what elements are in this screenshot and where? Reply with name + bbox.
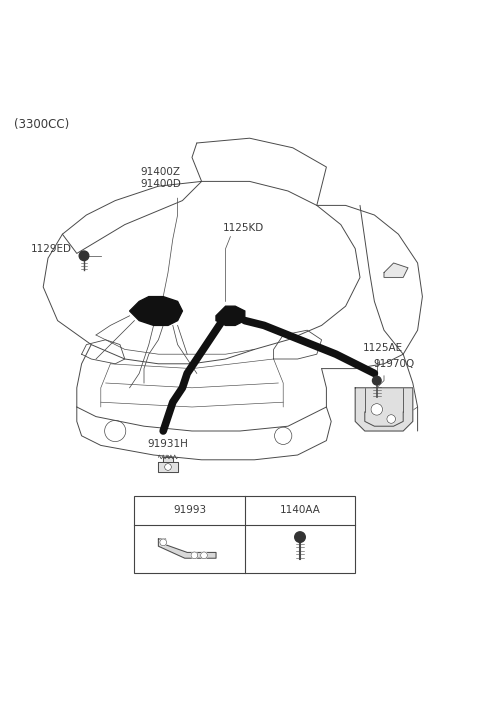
Text: 1125KD: 1125KD bbox=[223, 223, 264, 233]
Text: 1129ED: 1129ED bbox=[31, 244, 72, 254]
Text: 1125AE: 1125AE bbox=[362, 343, 403, 353]
Circle shape bbox=[387, 415, 396, 424]
Polygon shape bbox=[384, 263, 408, 277]
Polygon shape bbox=[130, 297, 182, 325]
Circle shape bbox=[201, 552, 207, 559]
Polygon shape bbox=[163, 457, 173, 462]
Bar bbox=[134, 496, 355, 572]
Circle shape bbox=[79, 251, 89, 261]
Circle shape bbox=[372, 376, 381, 385]
Circle shape bbox=[371, 404, 383, 415]
Circle shape bbox=[160, 539, 167, 546]
Polygon shape bbox=[216, 306, 245, 325]
Text: 91931H: 91931H bbox=[147, 439, 189, 449]
Text: 91993: 91993 bbox=[173, 505, 206, 516]
Text: 1140AA: 1140AA bbox=[279, 505, 321, 516]
Polygon shape bbox=[158, 462, 178, 472]
Circle shape bbox=[165, 464, 171, 470]
Circle shape bbox=[295, 532, 305, 542]
Circle shape bbox=[191, 552, 198, 559]
Text: 91970Q: 91970Q bbox=[373, 358, 415, 368]
Text: (3300CC): (3300CC) bbox=[14, 118, 70, 131]
Polygon shape bbox=[158, 539, 216, 558]
Text: 91400Z
91400D: 91400Z 91400D bbox=[140, 167, 181, 189]
Polygon shape bbox=[355, 388, 413, 431]
